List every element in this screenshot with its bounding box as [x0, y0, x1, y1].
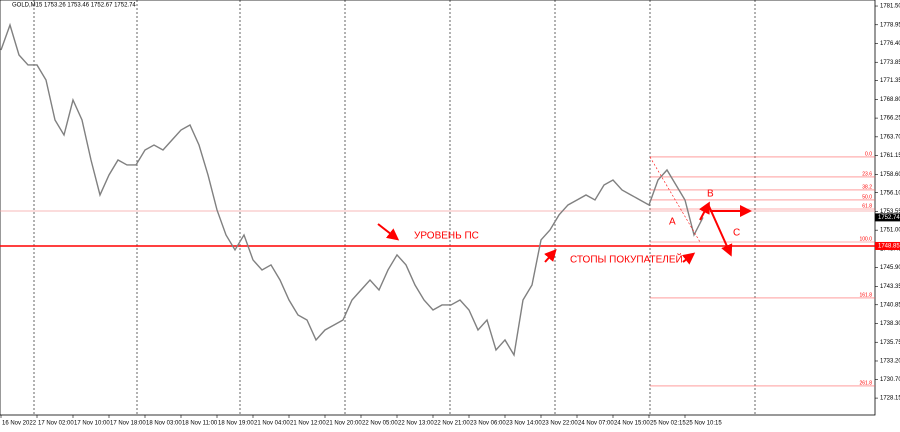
fib-label: 23.6 [862, 171, 872, 177]
arrows [377, 156, 752, 265]
fib-label: 38.2 [862, 184, 872, 190]
x-tick-label: 17 Nov 18:00 [110, 421, 146, 427]
fib-label: 100.0 [859, 236, 872, 242]
annotation: УРОВЕНЬ ПС [414, 231, 479, 242]
annotation: СТОПЫ ПОКУПАТЕЛЕЙ [570, 253, 683, 266]
x-tick-label: 25 Nov 10:15 [686, 421, 722, 427]
x-tick-label: 22 Nov 21:00 [434, 421, 470, 427]
annotation: A [669, 217, 676, 228]
y-tick-label: 1738.30 [880, 321, 900, 327]
x-tick-label: 17 Nov 10:00 [74, 421, 110, 427]
chart-title: GOLD,M15 1753.26 1753.46 1752.67 1752.74 [12, 3, 136, 9]
x-tick-label: 21 Nov 04:00 [254, 421, 290, 427]
price-tag-label: 1752.74 [878, 215, 900, 221]
y-tick-label: 1735.75 [880, 340, 900, 346]
y-tick-label: 1771.35 [880, 78, 900, 84]
y-tick-label: 1763.70 [880, 134, 900, 140]
x-tick-label: 23 Nov 06:00 [470, 421, 506, 427]
y-tick-label: 1758.60 [880, 172, 900, 178]
y-tick-label: 1773.85 [880, 60, 900, 66]
x-tick-label: 24 Nov 07:00 [578, 421, 614, 427]
x-tick-label: 23 Nov 14:00 [506, 421, 542, 427]
x-tick-label: 21 Nov 20:00 [326, 421, 362, 427]
y-tick-label: 1733.20 [880, 359, 900, 365]
y-tick-label: 1761.15 [880, 153, 900, 159]
x-tick-label: 18 Nov 19:00 [218, 421, 254, 427]
x-tick-label: 24 Nov 15:00 [614, 421, 650, 427]
x-tick-label: 18 Nov 03:00 [146, 421, 182, 427]
annotation: B [707, 189, 714, 200]
x-tick-label: 17 Nov 02:00 [38, 421, 74, 427]
fib-label: 50.0 [862, 194, 872, 200]
x-tick-label: 16 Nov 2022 [2, 421, 37, 427]
y-tick-label: 1728.15 [880, 396, 900, 402]
price-tag-box [875, 213, 900, 222]
y-tick-label: 1778.95 [880, 22, 900, 28]
y-tick-label: 1745.90 [880, 265, 900, 271]
y-tick-label: 1753.55 [880, 209, 900, 215]
fib-label: 161.8 [859, 292, 872, 298]
price-tag-label: 1748.85 [878, 244, 900, 250]
y-tick-label: 1730.70 [880, 377, 900, 383]
y-tick-label: 1743.35 [880, 284, 900, 290]
fib-label: 61.8 [862, 203, 872, 209]
y-tick-label: 1781.50 [880, 4, 900, 10]
x-tick-label: 22 Nov 05:00 [362, 421, 398, 427]
x-tick-label: 22 Nov 13:00 [398, 421, 434, 427]
price-line [0, 22, 704, 357]
x-tick-label: 23 Nov 22:00 [542, 421, 578, 427]
price-tag-box [875, 241, 900, 250]
x-tick-label: 21 Nov 12:00 [290, 421, 326, 427]
y-tick-label: 1776.40 [880, 41, 900, 47]
x-tick-label: 25 Nov 02:15 [650, 421, 686, 427]
plot-area [0, 0, 876, 416]
fib-label: 0.0 [865, 151, 872, 157]
y-tick-label: 1740.85 [880, 302, 900, 308]
day-separators [33, 0, 756, 415]
y-tick-label: 1766.25 [880, 116, 900, 122]
y-tick-label: 1768.80 [880, 97, 900, 103]
y-tick-label: 1751.00 [880, 228, 900, 234]
y-tick-label: 1756.10 [880, 190, 900, 196]
annotation: C [733, 228, 740, 239]
x-tick-label: 18 Nov 11:00 [182, 421, 218, 427]
fib-label: 261.8 [859, 380, 872, 386]
